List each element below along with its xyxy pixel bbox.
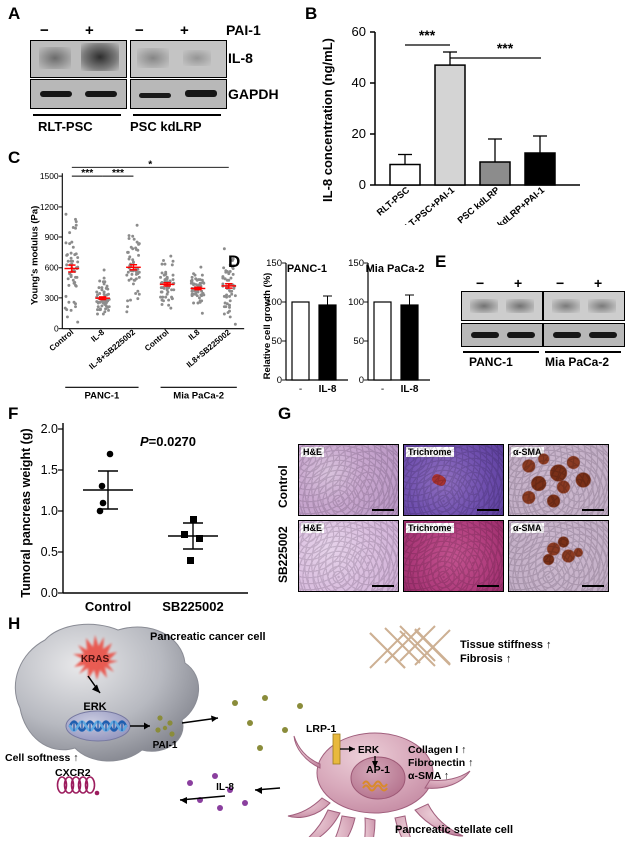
svg-text:PANC-1: PANC-1 — [85, 390, 120, 401]
svg-text:0: 0 — [359, 177, 366, 192]
svg-text:*: * — [148, 160, 152, 170]
svg-text:50: 50 — [271, 336, 282, 347]
svg-text:1500: 1500 — [40, 171, 59, 181]
svg-text:KRAS: KRAS — [81, 654, 110, 665]
svg-text:***: *** — [497, 40, 514, 56]
svg-text:20: 20 — [352, 126, 366, 141]
svg-text:150: 150 — [266, 258, 282, 269]
svg-text:1.0: 1.0 — [41, 504, 58, 518]
svg-text:Fibrosis ↑: Fibrosis ↑ — [460, 653, 511, 665]
svg-text:300: 300 — [45, 293, 59, 303]
svg-text:ERK: ERK — [358, 745, 380, 756]
svg-text:-: - — [381, 384, 384, 395]
svg-text:1.5: 1.5 — [41, 463, 58, 477]
svg-text:IL-8 concentration (ng/mL): IL-8 concentration (ng/mL) — [320, 38, 335, 202]
svg-text:Tumoral pancreas weight (g): Tumoral pancreas weight (g) — [19, 428, 33, 597]
svg-text:-: - — [299, 384, 302, 395]
svg-text:Control: Control — [143, 328, 171, 353]
svg-text:0: 0 — [54, 324, 59, 334]
svg-text:0.0: 0.0 — [41, 586, 58, 600]
svg-text:***: *** — [419, 27, 436, 43]
svg-text:IL-8: IL-8 — [401, 384, 419, 395]
svg-text:2.0: 2.0 — [41, 422, 58, 436]
svg-text:PANC-1: PANC-1 — [287, 263, 327, 275]
svg-text:AP-1: AP-1 — [366, 764, 390, 776]
svg-text:Cell softness ↑: Cell softness ↑ — [5, 752, 79, 764]
svg-text:***: *** — [81, 168, 93, 179]
svg-text:0: 0 — [277, 375, 282, 386]
svg-text:***: *** — [112, 168, 124, 179]
svg-text:Relative cell growth (%): Relative cell growth (%) — [262, 273, 273, 380]
svg-text:Mia PaCa-2: Mia PaCa-2 — [366, 263, 425, 275]
svg-text:IL-8: IL-8 — [89, 327, 106, 343]
svg-text:900: 900 — [45, 232, 59, 242]
svg-text:40: 40 — [352, 75, 366, 90]
svg-text:PAI-1: PAI-1 — [153, 740, 178, 751]
svg-text:Control: Control — [48, 328, 76, 353]
svg-text:RLT-PSC: RLT-PSC — [375, 185, 412, 218]
svg-text:α-SMA ↑: α-SMA ↑ — [408, 770, 449, 782]
svg-text:P=0.0270: P=0.0270 — [140, 434, 196, 449]
svg-text:1200: 1200 — [40, 202, 59, 212]
svg-text:IL-8: IL-8 — [216, 782, 234, 793]
svg-text:Mia PaCa-2: Mia PaCa-2 — [173, 390, 224, 401]
svg-text:Pancreatic cancer cell: Pancreatic cancer cell — [150, 631, 266, 643]
svg-text:LRP-1: LRP-1 — [306, 723, 336, 735]
svg-text:60: 60 — [352, 24, 366, 39]
svg-text:50: 50 — [353, 336, 364, 347]
svg-text:Collagen I ↑: Collagen I ↑ — [408, 744, 466, 756]
svg-text:IL-8: IL-8 — [319, 384, 337, 395]
svg-text:IL8: IL8 — [187, 327, 202, 342]
svg-text:Tissue stiffness ↑: Tissue stiffness ↑ — [460, 639, 552, 651]
svg-text:100: 100 — [348, 297, 364, 308]
svg-text:600: 600 — [45, 263, 59, 273]
svg-text:SB225002: SB225002 — [162, 599, 223, 614]
svg-text:Pancreatic stellate cell: Pancreatic stellate cell — [395, 824, 513, 836]
svg-text:Control: Control — [85, 599, 131, 614]
svg-text:150: 150 — [348, 258, 364, 269]
svg-text:Fibronectin ↑: Fibronectin ↑ — [408, 757, 473, 769]
svg-text:0.5: 0.5 — [41, 545, 58, 559]
svg-text:Young's modulus (Pa): Young's modulus (Pa) — [29, 206, 40, 305]
svg-text:PSC kdLRP: PSC kdLRP — [456, 185, 502, 225]
svg-text:0: 0 — [359, 375, 364, 386]
